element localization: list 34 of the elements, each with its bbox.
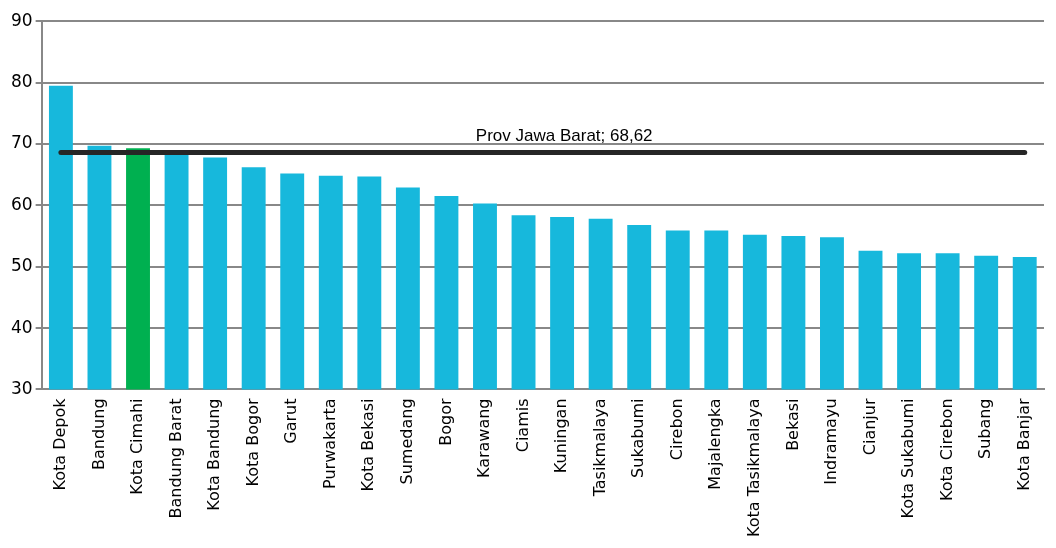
x-tick-label: Subang bbox=[975, 398, 995, 460]
y-tick-label: 40 bbox=[10, 316, 33, 337]
x-tick-label: Ciamis bbox=[512, 398, 532, 453]
x-tick-label: Kota Sukabumi bbox=[898, 398, 918, 519]
x-tick-label: Purwakarta bbox=[319, 398, 339, 489]
x-tick-label: Sukabumi bbox=[628, 398, 648, 478]
x-tick-label: Cianjur bbox=[859, 398, 879, 456]
x-tick-label: Kota Banjar bbox=[1013, 398, 1033, 491]
x-tick-label: Kota Cimahi bbox=[127, 398, 147, 495]
y-tick-label: 30 bbox=[10, 377, 33, 398]
x-tick-label: Kuningan bbox=[551, 398, 571, 474]
x-tick-label: Cirebon bbox=[666, 398, 686, 461]
ref-line-label: Prov Jawa Barat; 68,62 bbox=[475, 125, 653, 145]
y-tick-label: 70 bbox=[10, 132, 33, 153]
x-tick-label: Kota Bogor bbox=[242, 398, 262, 487]
x-tick-label: Karawang bbox=[474, 398, 494, 479]
x-tick-label: Kota Bekasi bbox=[358, 398, 378, 492]
x-tick-label: Kota Tasikmalaya bbox=[744, 398, 764, 538]
x-tick-label: Kota Cirebon bbox=[936, 398, 956, 501]
x-tick-label: Garut bbox=[281, 398, 301, 444]
x-tick-label: Tasikmalaya bbox=[589, 398, 609, 498]
x-tick-label: Kota Bandung bbox=[204, 398, 224, 511]
x-tick-label: Bandung Barat bbox=[165, 398, 185, 519]
y-tick-label: 80 bbox=[10, 71, 33, 91]
x-tick-label: Bogor bbox=[435, 398, 455, 446]
x-tick-label: Bandung bbox=[88, 398, 108, 470]
x-tick-label: Bekasi bbox=[782, 398, 802, 451]
y-tick-label: 50 bbox=[10, 255, 33, 276]
x-tick-label: Sumedang bbox=[397, 398, 417, 485]
x-tick-label: Majalengka bbox=[705, 398, 725, 490]
y-tick-label: 90 bbox=[10, 9, 33, 30]
x-tick-label: Kota Depok bbox=[50, 397, 70, 491]
x-tick-label: Indramayu bbox=[821, 398, 841, 485]
y-tick-label: 60 bbox=[10, 193, 33, 214]
